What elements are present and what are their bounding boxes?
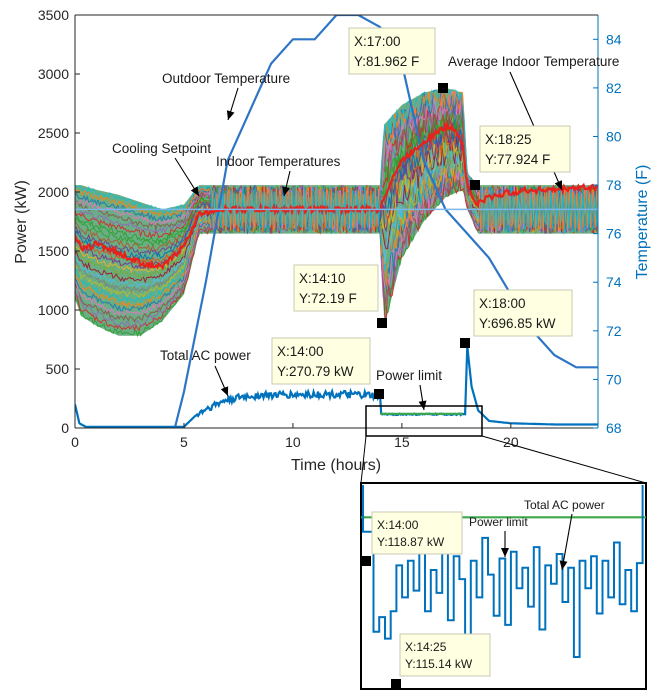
annotation-label: Power limit	[376, 368, 442, 383]
y2-tick-label: 74	[606, 274, 622, 290]
annotation-label: Indoor Temperatures	[216, 154, 341, 169]
y2-tick-label: 76	[606, 226, 622, 242]
y-axis-ticks: 0 500 1000 1500 2000 2500 3000 3500	[38, 7, 80, 436]
indoor-temperature-line	[75, 87, 598, 233]
datatip-y: Y:72.19 F	[299, 291, 357, 306]
datatip-y: Y:77.924 F	[485, 152, 550, 167]
annotation-arrow-line	[561, 513, 573, 571]
zoom-connector	[360, 405, 647, 484]
y2-tick-label: 82	[606, 80, 622, 96]
y2-tick-label: 72	[606, 323, 622, 339]
inset-datatip-y: Y:118.87 kW	[377, 535, 445, 549]
inset-datatip-marker	[361, 556, 371, 566]
datatip-x: X:17:00	[354, 34, 401, 49]
datatip-y: Y:270.79 kW	[277, 364, 354, 379]
y2-axis-label: Temperature (F)	[634, 165, 651, 280]
x-tick-label: 20	[503, 434, 519, 450]
y-axis-label: Power (kW)	[13, 180, 30, 264]
annotation-arrow-head	[501, 548, 509, 557]
annotation-arrow-head	[282, 186, 290, 196]
datatip-marker	[438, 83, 448, 93]
datatip-x: X:14:00	[277, 344, 324, 359]
x-axis-label: Time (hours)	[291, 457, 381, 474]
datatip-box	[348, 27, 436, 75]
datatip-marker	[460, 338, 470, 348]
datatip-y: Y:696.85 kW	[479, 316, 556, 331]
datatip-marker	[470, 180, 480, 190]
datatip-box	[293, 264, 379, 312]
y2-axis-ticks: 68 70 72 74 76 78 80 82 84	[593, 31, 622, 436]
y2-tick-label: 80	[606, 128, 622, 144]
datatip-x: X:18:00	[479, 296, 526, 311]
annotation-arrow-head	[554, 180, 562, 190]
x-tick-label: 10	[285, 434, 301, 450]
y-tick-label: 0	[61, 420, 69, 436]
y-tick-label: 1000	[38, 302, 69, 318]
y2-tick-label: 78	[606, 177, 622, 193]
annotations: Outdoor Temperature Cooling Setpoint Indoo…	[112, 54, 619, 411]
inset-datatip-marker	[391, 679, 401, 689]
inset-datatip-box	[371, 511, 463, 555]
datatip-x: X:18:25	[485, 132, 532, 147]
inset-annotations: Power limit Total AC power X:14:00 Y:118.87…	[361, 498, 605, 689]
datatip-box	[479, 125, 571, 173]
datatip-marker	[374, 389, 384, 399]
y2-tick-label: 68	[606, 420, 622, 436]
datatips: X:17:00 Y:81.962 F X:18:25 Y:77.924 F X:14:1…	[271, 27, 573, 399]
zoom-inset: Power limit Total AC power X:14:00 Y:118.87…	[360, 482, 647, 690]
x-tick-label: 5	[180, 434, 188, 450]
y-tick-label: 500	[46, 361, 70, 377]
y-tick-label: 3000	[38, 66, 69, 82]
inset-total-ac-power-line	[362, 484, 644, 668]
annotation-arrow-head	[190, 186, 199, 196]
inset-datatip-x: X:14:00	[377, 518, 419, 532]
y2-tick-label: 70	[606, 371, 622, 387]
datatip-y: Y:81.962 F	[354, 54, 419, 69]
annotation-arrow-head	[559, 560, 568, 570]
annotation-arrow-head	[226, 110, 235, 120]
inset-annotation-label: Total AC power	[524, 498, 605, 512]
x-axis-ticks: 0 5 10 15 20	[71, 423, 519, 450]
y-tick-label: 3500	[38, 7, 69, 23]
inset-annotation-label: Power limit	[469, 515, 528, 529]
inset-datatip-box	[399, 633, 491, 677]
inset-datatip-x: X:14:25	[405, 640, 447, 654]
x-tick-label: 15	[394, 434, 410, 450]
indoor-temperatures-band	[75, 87, 598, 338]
average-indoor-temperature-line	[75, 120, 598, 271]
y-tick-label: 2500	[38, 125, 69, 141]
inset-datatip-y: Y:115.14 kW	[405, 657, 473, 671]
zoom-region-box	[365, 405, 483, 437]
datatip-box	[271, 337, 371, 385]
annotation-label: Total AC power	[160, 348, 251, 363]
datatip-box	[473, 289, 573, 337]
annotation-label: Cooling Setpoint	[112, 141, 211, 156]
annotation-arrow-head	[220, 386, 229, 396]
datatip-marker	[377, 318, 387, 328]
annotation-label: Average Indoor Temperature	[448, 54, 619, 69]
annotation-label: Outdoor Temperature	[162, 71, 290, 86]
x-tick-label: 0	[71, 434, 79, 450]
y-tick-label: 1500	[38, 243, 69, 259]
y2-tick-label: 84	[606, 31, 622, 47]
datatip-x: X:14:10	[299, 271, 346, 286]
y-tick-label: 2000	[38, 184, 69, 200]
